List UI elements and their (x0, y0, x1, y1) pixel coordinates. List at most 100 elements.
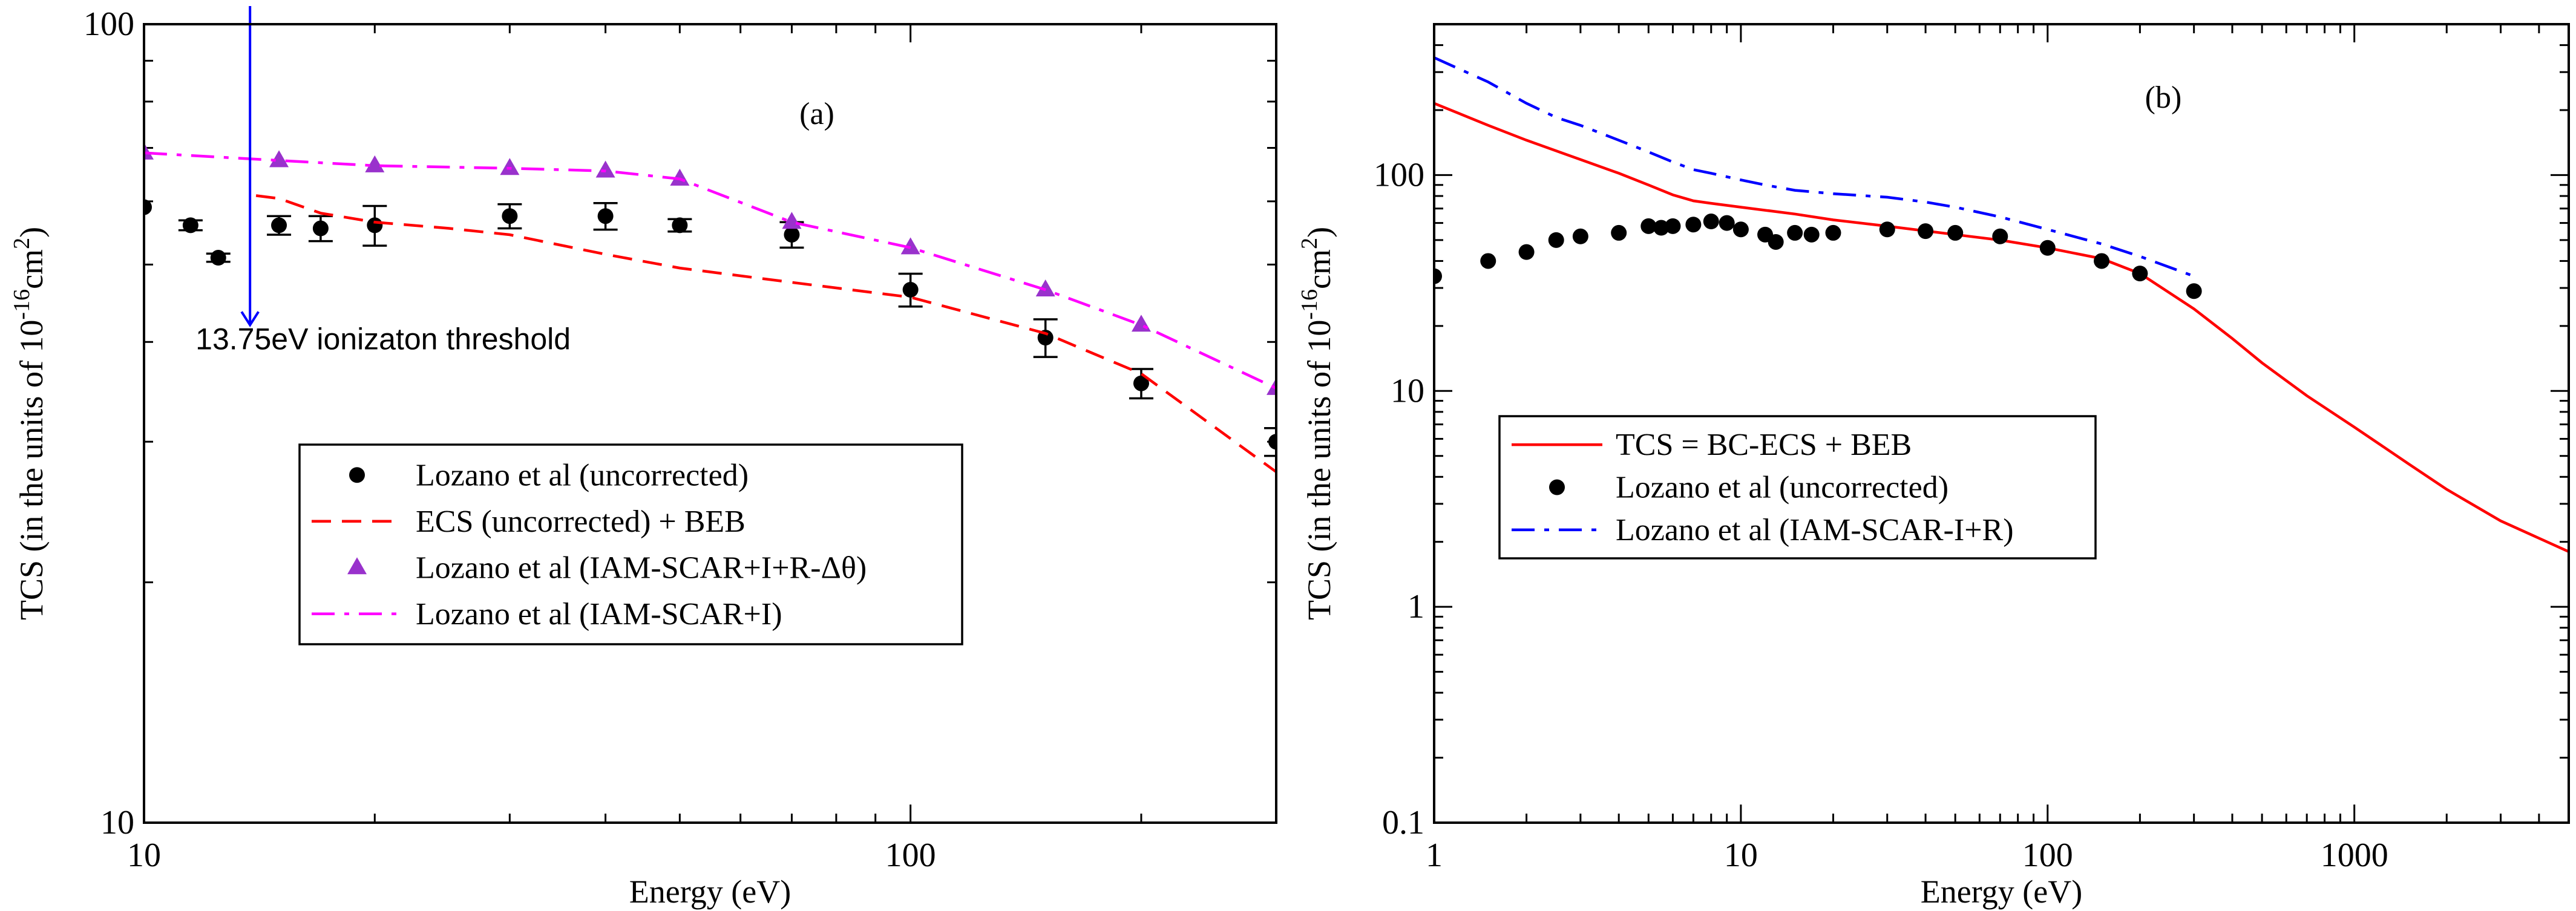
series-ecs-uncorrected-beb (255, 194, 1276, 473)
y-axis-title: TCS (in the units of 10-16cm2) (9, 227, 50, 620)
data-point-triangle (1131, 315, 1151, 332)
series-lozano-et-al-uncorrected (1434, 214, 2202, 299)
annotation-text: 13.75eV ionizaton threshold (195, 322, 571, 356)
series-lozano-et-al-iam-scar-i (144, 151, 1276, 390)
legend-box (298, 443, 963, 645)
data-point-circle (1434, 268, 1442, 284)
x-tick-label: 100 (2022, 837, 2073, 874)
data-point-circle (144, 199, 152, 215)
error-bar (1264, 426, 1276, 457)
data-point-circle (2039, 240, 2056, 256)
x-axis-title: Energy (eV) (1921, 873, 2082, 910)
legend-label: Lozano et al (IAM-SCAR+I+R-Δθ) (416, 550, 867, 585)
legend-label: TCS = BC-ECS + BEB (1616, 428, 1912, 462)
y-axis-title-ylabel-main: TCS (in the units of 10 (13, 320, 50, 621)
data-point-circle (1703, 214, 1719, 230)
legend-label: ECS (uncorrected) + BEB (416, 504, 746, 539)
x-tick-label: 10 (127, 837, 161, 874)
x-tick-label: 1 (1426, 837, 1443, 874)
panel-a: 10 100 10 100 Energy (eV) TCS (in the units o… (9, 5, 1277, 910)
data-point-circle (1768, 233, 1784, 250)
legend-entry: TCS = BC-ECS + BEB (1512, 428, 1912, 462)
data-point-circle (1611, 224, 1627, 241)
annotation-arrow-head (240, 311, 260, 328)
legend-box (1498, 415, 2097, 560)
data-point-circle (1480, 253, 1496, 269)
series-line (255, 194, 1276, 473)
panel-label: (a) (799, 97, 834, 131)
legend: TCS = BC-ECS + BEB Lozano et al (uncorrec… (1498, 415, 2097, 560)
legend-entry: Lozano et al (uncorrected) (349, 458, 749, 492)
y-axis-title: TCS (in the units of 10-16cm2) (1297, 227, 1337, 620)
x-tick-label: 100 (885, 837, 936, 874)
series-line (1434, 56, 2195, 278)
data-point-triangle (500, 158, 520, 175)
data-point-circle (1992, 228, 2008, 244)
legend-entry: Lozano et al (IAM-SCAR+I+R-Δθ) (347, 550, 867, 585)
data-point-circle (784, 226, 800, 243)
data-point-circle (367, 217, 383, 233)
legend: Lozano et al (uncorrected) ECS (uncorrect… (298, 443, 963, 645)
legend-label: Lozano et al (IAM-SCAR-I+R) (1616, 513, 2014, 547)
data-point-circle (1825, 224, 1841, 241)
data-point-triangle (144, 142, 154, 160)
data-point-circle (1268, 434, 1276, 450)
data-point-circle (1685, 217, 1702, 233)
data-point-circle (1947, 224, 1964, 241)
data-point-triangle (365, 155, 385, 172)
y-tick-label: 10 (100, 804, 134, 841)
ticks-group (1433, 23, 2570, 824)
data-point-circle (2132, 266, 2148, 282)
data-point-circle (1548, 232, 1564, 248)
data-point-triangle (1267, 377, 1276, 395)
plot-frame (143, 23, 1277, 824)
data-point-circle (1653, 220, 1670, 236)
x-tick-label: 1000 (2321, 837, 2388, 874)
y-tick-label: 0.1 (1382, 804, 1424, 841)
y-tick-label: 10 (1391, 372, 1424, 410)
legend-entry: Lozano et al (IAM-SCAR-I+R) (1512, 513, 2014, 547)
x-tick-label: 10 (1724, 837, 1758, 874)
data-point-circle (210, 250, 226, 266)
legend-label: Lozano et al (uncorrected) (1616, 471, 1948, 505)
data-point-triangle (595, 160, 615, 178)
data-point-circle (1732, 221, 1749, 238)
plot-area (144, 142, 1276, 473)
legend-entry: Lozano et al (IAM-SCAR+I) (312, 597, 782, 632)
data-point-circle (597, 208, 614, 224)
series-line (144, 151, 1276, 390)
legend-marker-triangle (347, 557, 367, 575)
data-point-triangle (269, 150, 289, 168)
y-axis-title-ylabel-sup2: 2 (1297, 238, 1322, 249)
y-tick-label: 100 (1374, 156, 1424, 194)
data-point-circle (182, 217, 198, 233)
x-axis-title: Energy (eV) (629, 873, 791, 910)
data-point-circle (1640, 218, 1657, 234)
data-point-circle (1572, 228, 1588, 244)
data-point-circle (672, 217, 688, 233)
data-point-triangle (1035, 279, 1055, 296)
panel-label: (b) (2145, 80, 2182, 115)
y-axis-title-ylabel-sup: -16 (9, 289, 34, 320)
y-axis-title-ylabel-main: TCS (in the units of 10 (1301, 320, 1337, 621)
legend-entry: ECS (uncorrected) + BEB (312, 504, 746, 539)
data-point-circle (1133, 375, 1149, 391)
data-point-circle (902, 281, 919, 298)
plot-area (1434, 56, 2569, 553)
series-lozano-et-al-iam-scar-i-r (1434, 56, 2195, 278)
data-point-circle (1787, 224, 1803, 241)
y-tick-label: 100 (84, 5, 134, 43)
y-axis-title-ylabel-unit: cm (1301, 249, 1337, 289)
data-point-circle (1719, 215, 1735, 231)
ticks-group (143, 23, 1277, 824)
data-point-circle (1803, 226, 1820, 243)
data-point-circle (1518, 244, 1535, 260)
series-lozano-et-al-uncorrected (144, 199, 1276, 457)
data-point-circle (312, 220, 329, 237)
y-axis-title-ylabel-end: ) (1301, 227, 1337, 238)
y-axis-title-ylabel-sup2: 2 (9, 238, 34, 249)
data-point-circle (502, 208, 518, 224)
legend-label: Lozano et al (uncorrected) (416, 458, 749, 492)
legend-entry: Lozano et al (uncorrected) (1549, 471, 1948, 505)
data-point-circle (1918, 223, 1934, 240)
